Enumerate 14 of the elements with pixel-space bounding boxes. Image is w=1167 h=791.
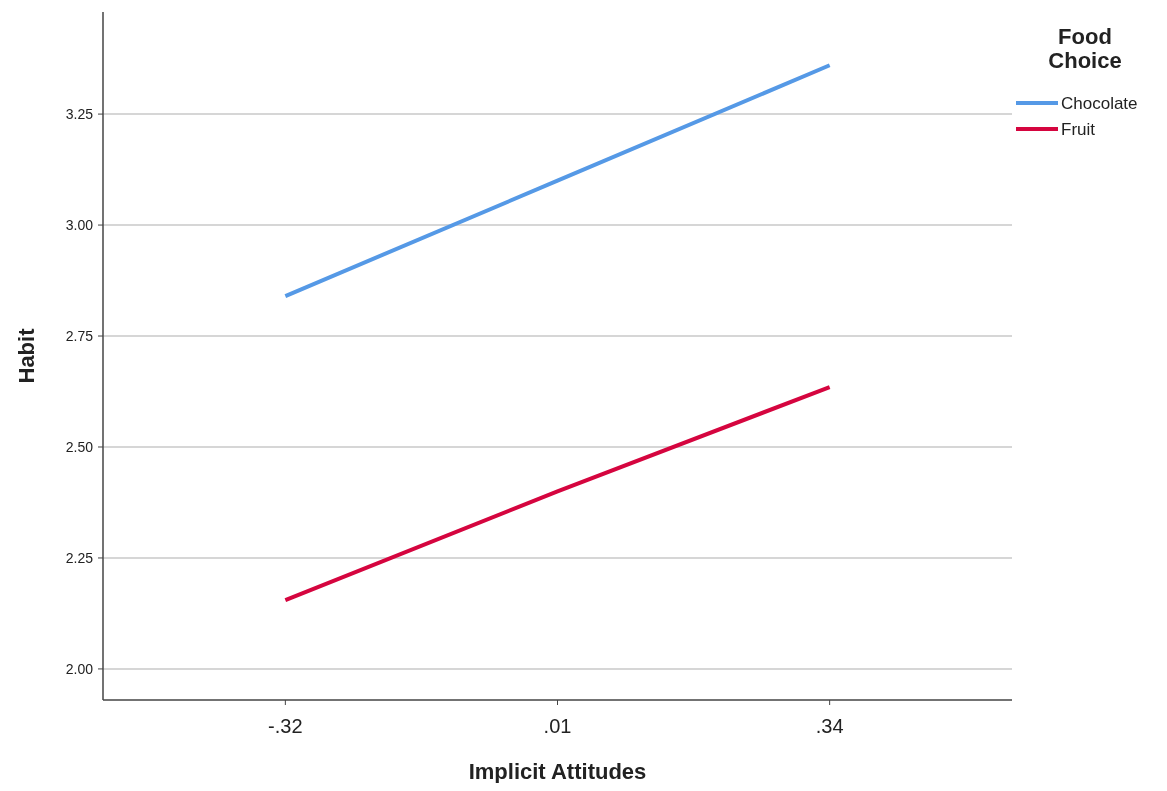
y-tick-label: 2.75 (65, 327, 94, 344)
x-axis-title: Implicit Attitudes (468, 759, 647, 784)
y-tick-label: 2.50 (65, 438, 94, 455)
y-tick-label: 2.25 (65, 549, 94, 566)
x-tick-label: .34 (815, 715, 844, 737)
legend-label: Fruit (1061, 119, 1096, 139)
y-axis-title: Habit (14, 327, 39, 384)
legend-title: Food Choice (1048, 24, 1122, 73)
legend-label: Chocolate (1061, 93, 1138, 113)
y-tick-label: 2.00 (65, 660, 94, 677)
x-tick-label: -.32 (268, 715, 303, 737)
y-tick-label: 3.25 (65, 105, 94, 122)
y-tick-label: 3.00 (65, 216, 94, 233)
x-tick-label: .01 (543, 715, 572, 737)
